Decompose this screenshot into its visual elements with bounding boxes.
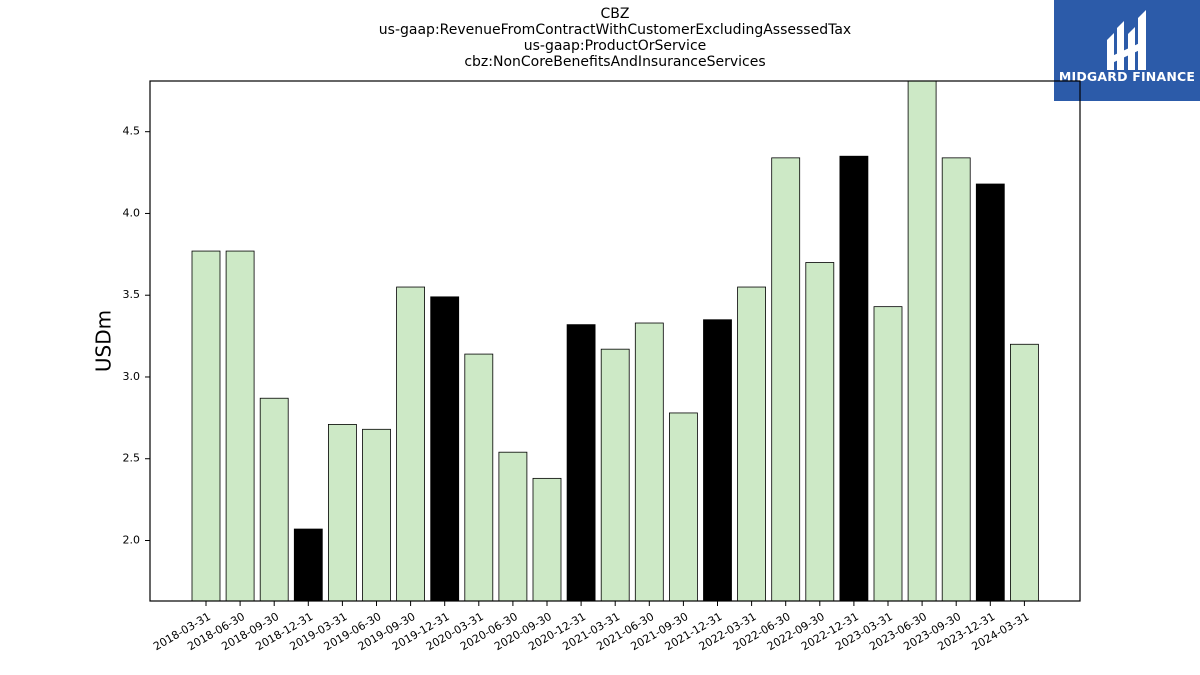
y-tick-label: 2.5: [123, 452, 141, 465]
chart-title-axis: us-gaap:ProductOrService: [523, 38, 707, 54]
bar-2020-03-31: [464, 353, 494, 602]
bar-2018-12-31: [293, 528, 323, 602]
bars-group: [191, 80, 1039, 602]
bar-2021-06-30: [634, 322, 664, 602]
chart-title-ticker: CBZ: [600, 6, 630, 22]
bar-2021-09-30: [669, 412, 698, 602]
y-axis: 2.0 2.5 3.0 3.5 4.0 4.5: [123, 125, 150, 546]
bar-2023-06-30: [907, 80, 937, 602]
bar-2018-03-31: [191, 250, 221, 602]
x-axis: 2018-03-312018-06-302018-09-302018-12-31…: [151, 601, 1031, 653]
bar-2018-06-30: [225, 250, 255, 602]
bar-2020-06-30: [498, 451, 528, 602]
bar-2022-09-30: [805, 262, 835, 602]
midgard-finance-logo: MIDGARD FINANCE: [1054, 0, 1200, 101]
bar-2021-03-31: [600, 348, 630, 602]
bar-2018-09-30: [259, 397, 289, 602]
bar-2023-12-31: [975, 183, 1005, 602]
bar-2023-03-31: [873, 306, 903, 602]
bar-2019-09-30: [396, 286, 426, 602]
y-tick-label: 4.0: [123, 206, 141, 219]
bar-2020-09-30: [532, 477, 562, 602]
chart-title-block: CBZ us-gaap:RevenueFromContractWithCusto…: [150, 6, 1080, 70]
bar-2022-03-31: [737, 286, 766, 602]
y-tick-label: 4.5: [123, 125, 141, 138]
midgard-logo-icon: [1107, 10, 1146, 70]
bar-2019-06-30: [362, 428, 391, 602]
bar-2022-12-31: [839, 155, 869, 602]
chart-title-member: cbz:NonCoreBenefitsAndInsuranceServices: [464, 54, 766, 70]
y-tick-label: 2.0: [123, 533, 141, 546]
bar-2019-03-31: [327, 423, 357, 602]
bar-2024-03-31: [1010, 343, 1039, 602]
bar-2022-06-30: [771, 157, 801, 602]
y-tick-label: 3.5: [123, 288, 141, 301]
y-tick-label: 3.0: [123, 370, 141, 383]
bar-2023-09-30: [941, 157, 971, 602]
chart-title-concept: us-gaap:RevenueFromContractWithCustomerE…: [378, 22, 852, 38]
bar-2021-12-31: [703, 319, 732, 602]
logo-text: MIDGARD FINANCE: [1058, 69, 1196, 84]
y-axis-label: USDm: [92, 310, 116, 372]
bar-2020-12-31: [566, 324, 596, 602]
bar-2019-12-31: [430, 296, 460, 602]
